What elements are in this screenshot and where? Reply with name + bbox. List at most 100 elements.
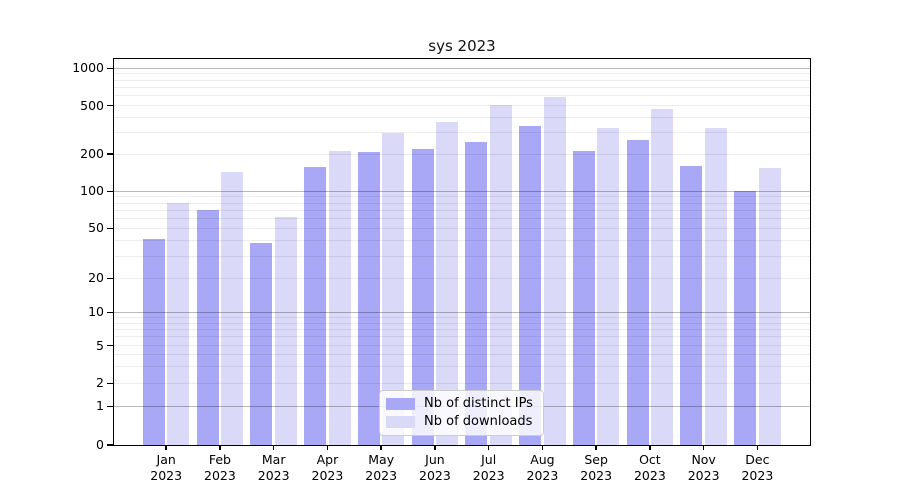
- gridline-minor-40: [114, 239, 810, 241]
- y-axis-tick-label-50: 50: [88, 220, 104, 236]
- y-axis-tick-label-20: 20: [88, 270, 104, 286]
- gridline-minor-7: [114, 328, 810, 330]
- y-axis-tick-label-10: 10: [88, 304, 104, 320]
- bar-nb-of-downloads-aug-2023: [543, 97, 566, 445]
- x-axis-tick-mar-2023: [272, 445, 275, 450]
- gridline-minor-5: [114, 345, 810, 347]
- gridline-minor-400: [114, 116, 810, 118]
- bar-nb-of-distinct-ips-jun-2023: [411, 148, 434, 445]
- y-axis-tick-label-1000: 1000: [72, 60, 104, 76]
- gridline-minor-800: [114, 79, 810, 81]
- x-axis-tick-label-may-2023: May 2023: [365, 452, 398, 484]
- legend-swatch-distinct-ips: [386, 397, 415, 410]
- gridline-minor-80: [114, 202, 810, 204]
- gridline-minor-4: [114, 354, 810, 356]
- bar-nb-of-distinct-ips-aug-2023: [519, 126, 542, 445]
- gridline-minor-700: [114, 87, 810, 89]
- bar-nb-of-distinct-ips-may-2023: [357, 152, 380, 445]
- bar-nb-of-distinct-ips-oct-2023: [626, 139, 649, 445]
- legend-item-downloads: Nb of downloads: [386, 414, 543, 429]
- y-axis-tick-500: [107, 104, 113, 107]
- gridline-minor-300: [114, 132, 810, 134]
- legend-swatch-downloads: [386, 415, 415, 428]
- gridline-major-10: [114, 311, 810, 313]
- x-axis-tick-label-jun-2023: Jun 2023: [419, 452, 451, 484]
- y-axis-tick-10: [107, 311, 113, 314]
- x-axis-tick-dec-2023: [756, 445, 759, 450]
- gridline-minor-30: [114, 255, 810, 257]
- y-axis-tick-label-2: 2: [96, 375, 104, 391]
- x-axis-tick-jul-2023: [487, 445, 490, 450]
- y-axis-tick-200: [107, 153, 113, 155]
- chart-title: sys 2023: [428, 37, 496, 55]
- gridline-minor-9: [114, 316, 810, 318]
- y-axis-tick-label-500: 500: [80, 97, 104, 113]
- y-axis-tick-1: [107, 405, 113, 408]
- x-axis-tick-nov-2023: [702, 445, 705, 450]
- gridline-minor-3: [114, 366, 810, 368]
- bar-nb-of-distinct-ips-sep-2023: [572, 150, 595, 445]
- x-axis-tick-apr-2023: [326, 445, 329, 450]
- x-axis-tick-label-dec-2023: Dec 2023: [741, 452, 774, 484]
- gridline-minor-50: [114, 227, 810, 229]
- x-axis-tick-feb-2023: [219, 445, 221, 450]
- x-axis-tick-label-jan-2023: Jan 2023: [150, 452, 183, 484]
- gridline-major-1000: [114, 67, 810, 69]
- x-axis-tick-aug-2023: [541, 445, 544, 450]
- bar-nb-of-downloads-jan-2023: [167, 202, 190, 445]
- y-axis-tick-label-100: 100: [80, 183, 104, 199]
- x-axis-tick-jan-2023: [165, 445, 167, 450]
- y-axis-tick-label-0: 0: [96, 437, 104, 452]
- legend-item-distinct-ips: Nb of distinct IPs: [386, 396, 543, 411]
- y-axis-tick-50: [107, 227, 113, 230]
- x-axis-tick-label-mar-2023: Mar 2023: [257, 452, 290, 484]
- x-axis-tick-sep-2023: [595, 445, 597, 450]
- gridline-minor-900: [114, 73, 810, 75]
- bar-nb-of-downloads-oct-2023: [651, 108, 674, 445]
- bar-nb-of-distinct-ips-jul-2023: [465, 142, 488, 445]
- bar-nb-of-distinct-ips-jan-2023: [143, 239, 165, 445]
- y-axis-tick-100: [107, 190, 113, 193]
- gridline-minor-90: [114, 196, 810, 198]
- x-axis-tick-label-aug-2023: Aug 2023: [526, 452, 559, 484]
- gridline-minor-2: [114, 382, 810, 384]
- y-axis-tick-2: [107, 382, 113, 385]
- legend: Nb of distinct IPs Nb of downloads: [379, 389, 544, 436]
- bar-nb-of-downloads-jun-2023: [436, 121, 459, 445]
- x-axis-tick-label-feb-2023: Feb 2023: [204, 452, 236, 484]
- gridline-minor-8: [114, 322, 810, 324]
- x-axis-tick-may-2023: [380, 445, 382, 450]
- gridline-minor-200: [114, 153, 810, 155]
- gridline-minor-6: [114, 336, 810, 338]
- bar-nb-of-distinct-ips-feb-2023: [196, 210, 219, 445]
- x-axis-tick-label-sep-2023: Sep 2023: [580, 452, 613, 484]
- legend-label-distinct-ips: Nb of distinct IPs: [424, 396, 533, 412]
- bar-nb-of-downloads-mar-2023: [274, 216, 297, 445]
- bar-nb-of-downloads-nov-2023: [704, 128, 727, 445]
- legend-label-downloads: Nb of downloads: [424, 414, 533, 430]
- bar-nb-of-downloads-may-2023: [382, 133, 405, 445]
- x-axis-tick-jun-2023: [434, 445, 436, 450]
- gridline-minor-70: [114, 209, 810, 211]
- x-axis-tick-label-nov-2023: Nov 2023: [687, 452, 720, 484]
- x-axis-tick-oct-2023: [649, 445, 651, 450]
- y-axis-tick-label-1: 1: [96, 398, 104, 414]
- gridline-major-100: [114, 190, 810, 192]
- gridline-minor-20: [114, 277, 810, 279]
- bar-nb-of-downloads-jul-2023: [489, 104, 512, 445]
- y-axis-tick-label-200: 200: [80, 146, 104, 161]
- bar-nb-of-distinct-ips-mar-2023: [250, 243, 273, 445]
- gridline-minor-600: [114, 95, 810, 97]
- y-axis-tick-label-5: 5: [96, 337, 104, 353]
- y-axis-tick-20: [107, 277, 113, 280]
- bar-nb-of-downloads-feb-2023: [221, 172, 244, 445]
- y-axis-tick-0: [107, 444, 113, 446]
- bar-nb-of-distinct-ips-nov-2023: [680, 166, 703, 445]
- bar-nb-of-downloads-apr-2023: [328, 150, 351, 445]
- y-axis-tick-5: [107, 344, 113, 347]
- x-axis-tick-label-apr-2023: Apr 2023: [311, 452, 344, 484]
